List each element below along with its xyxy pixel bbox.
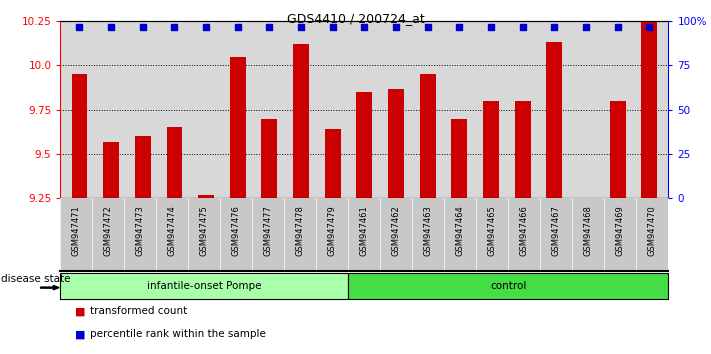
Bar — [262, 119, 277, 198]
Text: GSM947469: GSM947469 — [616, 206, 625, 256]
Text: GDS4410 / 200724_at: GDS4410 / 200724_at — [287, 12, 424, 25]
Point — [517, 24, 528, 29]
Bar — [641, 21, 657, 198]
Point — [232, 24, 243, 29]
Text: GSM947467: GSM947467 — [552, 205, 561, 256]
Point — [454, 24, 465, 29]
Bar — [293, 44, 309, 198]
Bar — [198, 195, 214, 198]
Text: GSM947464: GSM947464 — [456, 206, 465, 256]
Text: ■: ■ — [75, 329, 85, 339]
Text: GSM947468: GSM947468 — [584, 205, 593, 256]
Text: transformed count: transformed count — [90, 306, 188, 316]
Point — [358, 24, 370, 29]
Bar — [483, 101, 499, 198]
Text: ■: ■ — [75, 306, 85, 316]
Point — [74, 24, 85, 29]
Bar — [419, 74, 436, 198]
Bar — [325, 129, 341, 198]
Point — [549, 24, 560, 29]
Point — [169, 24, 180, 29]
Point — [580, 24, 592, 29]
Bar — [135, 136, 151, 198]
Text: GSM947473: GSM947473 — [136, 205, 145, 256]
Point — [105, 24, 117, 29]
Bar — [103, 142, 119, 198]
Text: infantile-onset Pompe: infantile-onset Pompe — [147, 281, 262, 291]
Point — [201, 24, 212, 29]
Text: GSM947477: GSM947477 — [264, 205, 273, 256]
Text: GSM947462: GSM947462 — [392, 206, 401, 256]
Bar — [230, 57, 246, 198]
Text: percentile rank within the sample: percentile rank within the sample — [90, 329, 266, 339]
Point — [422, 24, 434, 29]
Bar — [547, 42, 562, 198]
Text: GSM947474: GSM947474 — [168, 206, 177, 256]
Bar — [451, 119, 467, 198]
Point — [643, 24, 655, 29]
Bar — [72, 74, 87, 198]
Point — [264, 24, 275, 29]
Text: GSM947470: GSM947470 — [648, 206, 657, 256]
Bar — [515, 101, 530, 198]
Bar — [356, 92, 373, 198]
Point — [486, 24, 497, 29]
Text: control: control — [490, 281, 527, 291]
Text: GSM947466: GSM947466 — [520, 205, 529, 256]
Text: GSM947478: GSM947478 — [296, 205, 305, 256]
Text: GSM947472: GSM947472 — [104, 206, 113, 256]
Bar — [610, 101, 626, 198]
Point — [327, 24, 338, 29]
Text: GSM947476: GSM947476 — [232, 205, 241, 256]
Text: GSM947471: GSM947471 — [72, 206, 81, 256]
Text: GSM947465: GSM947465 — [488, 206, 497, 256]
Text: GSM947461: GSM947461 — [360, 206, 369, 256]
Bar — [166, 127, 182, 198]
Text: GSM947479: GSM947479 — [328, 206, 337, 256]
Text: disease state: disease state — [1, 274, 71, 284]
Point — [137, 24, 149, 29]
Text: GSM947475: GSM947475 — [200, 206, 209, 256]
Point — [295, 24, 306, 29]
Bar — [388, 88, 404, 198]
Point — [390, 24, 402, 29]
Point — [612, 24, 624, 29]
Text: GSM947463: GSM947463 — [424, 205, 433, 256]
